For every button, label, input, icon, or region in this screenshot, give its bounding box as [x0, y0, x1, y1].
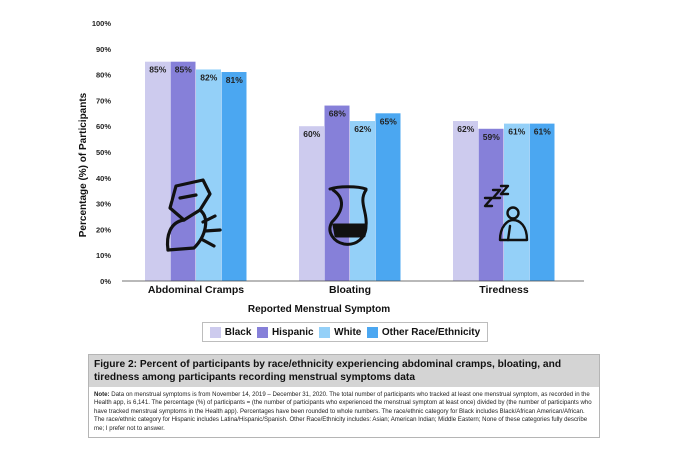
bar [504, 123, 529, 282]
y-tick-label: 100% [92, 19, 112, 28]
legend-label: White [334, 326, 362, 338]
legend-label: Black [224, 326, 252, 338]
bar-data-label: 65% [380, 116, 397, 126]
bar [221, 72, 247, 282]
legend-item: Hispanic [256, 326, 314, 338]
y-tick-label: 20% [96, 225, 111, 234]
figure-caption: Figure 2: Percent of participants by rac… [88, 354, 600, 438]
tiredness-icon [483, 184, 529, 242]
bar-data-label: 62% [354, 124, 371, 134]
bar [170, 61, 196, 282]
y-tick-label: 90% [96, 45, 111, 54]
x-axis-title: Reported Menstrual Symptom [248, 304, 390, 315]
bar-data-label: 60% [303, 129, 320, 139]
note-label: Note: [94, 391, 110, 398]
y-tick-label: 50% [96, 148, 111, 157]
legend-swatch [319, 326, 331, 338]
y-tick-label: 80% [96, 71, 111, 80]
bar-data-label: 81% [226, 75, 243, 85]
legend-label: Other Race/Ethnicity [381, 326, 481, 338]
bar-data-label: 82% [200, 72, 217, 82]
bar-data-label: 61% [508, 127, 525, 137]
bars [145, 61, 555, 282]
legend: Black Hispanic White Other Race/Ethnicity [202, 322, 488, 342]
legend-item: Black [209, 326, 252, 338]
x-category-label: Tiredness [479, 284, 529, 296]
legend-swatch [209, 326, 221, 338]
y-tick-label: 40% [96, 174, 111, 183]
caption-title: Figure 2: Percent of participants by rac… [89, 355, 599, 387]
y-tick-label: 70% [96, 96, 111, 105]
y-tick-label: 10% [96, 251, 111, 260]
x-category-label: Bloating [329, 284, 371, 296]
x-category-label: Abdominal Cramps [148, 284, 244, 296]
bar-data-labels: 85% 85% 82% 81% 60% 68% 62% 65% 62% 59% 61% 61% [149, 65, 551, 142]
bar [529, 123, 555, 282]
legend-label: Hispanic [271, 326, 314, 338]
y-tick-label: 0% [100, 277, 111, 286]
bar-data-label: 85% [149, 65, 166, 75]
x-axis-category-labels: Abdominal Cramps Bloating Tiredness [148, 284, 529, 296]
bar [375, 113, 401, 281]
bar [453, 121, 478, 281]
bar [299, 126, 324, 281]
bar-data-label: 68% [329, 109, 346, 119]
bar-data-label: 85% [175, 65, 192, 75]
bar [145, 61, 170, 282]
bar-data-label: 61% [534, 127, 551, 137]
y-axis-ticks: 0% 10% 20% 30% 40% 50% 60% 70% 80% 90% 100% [92, 19, 112, 286]
y-axis-title: Percentage (%) of Participants [78, 92, 89, 237]
y-tick-label: 30% [96, 200, 111, 209]
bar-data-label: 59% [483, 132, 500, 142]
legend-swatch [256, 326, 268, 338]
bar-data-label: 62% [457, 124, 474, 134]
note-text: Data on menstrual symptoms is from Novem… [94, 391, 592, 432]
bloating-icon [328, 185, 368, 246]
abdominal-cramps-icon [165, 178, 222, 252]
legend-item: White [319, 326, 362, 338]
legend-swatch [366, 326, 378, 338]
legend-item: Other Race/Ethnicity [366, 326, 481, 338]
bar [196, 69, 221, 281]
y-tick-label: 60% [96, 122, 111, 131]
caption-note: Note: Data on menstrual symptoms is from… [89, 387, 599, 437]
